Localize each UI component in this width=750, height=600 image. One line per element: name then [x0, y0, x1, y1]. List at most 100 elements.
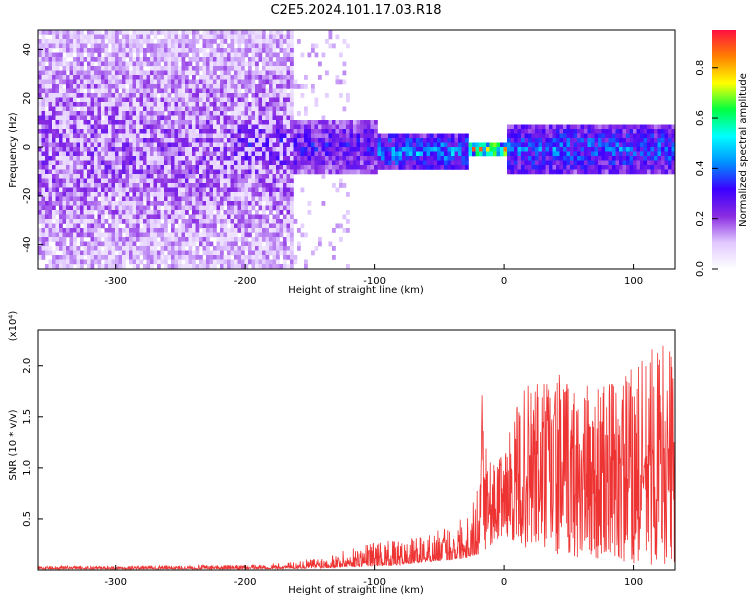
heatmap-cell — [258, 223, 263, 229]
heatmap-cell — [59, 93, 63, 98]
heatmap-cell — [111, 174, 116, 179]
heatmap-cell — [59, 223, 63, 229]
heatmap-cell — [626, 169, 630, 175]
heatmap-cell — [132, 39, 137, 44]
heatmap-cell — [290, 223, 294, 229]
heatmap-cell — [101, 102, 105, 107]
heatmap-cell — [62, 43, 67, 49]
heatmap-cell — [276, 264, 280, 269]
heatmap-cell — [136, 160, 140, 166]
heatmap-cell — [591, 160, 595, 166]
heatmap-cell — [594, 133, 599, 139]
heatmap-cell — [615, 124, 620, 130]
heatmap-cell — [129, 120, 133, 125]
heatmap-cell — [108, 39, 112, 44]
heatmap-cell — [157, 196, 161, 202]
heatmap-cell — [83, 97, 88, 103]
heatmap-cell — [241, 61, 245, 67]
heatmap-cell — [570, 142, 574, 148]
heatmap-cell — [552, 129, 557, 134]
heatmap-cell — [41, 102, 46, 107]
heatmap-cell — [66, 156, 70, 161]
heatmap-cell — [167, 183, 172, 188]
heatmap-cell — [48, 88, 53, 94]
heatmap-cell — [101, 66, 105, 71]
heatmap-cell — [272, 165, 277, 170]
heatmap-cell — [143, 196, 147, 202]
heatmap-cell — [269, 205, 273, 211]
heatmap-cell — [664, 160, 669, 166]
heatmap-cell — [206, 264, 210, 269]
heatmap-cell — [90, 34, 95, 40]
heatmap-cell — [115, 183, 119, 188]
heatmap-cell — [570, 169, 574, 175]
heatmap-cell — [213, 79, 217, 85]
heatmap-cell — [290, 142, 294, 148]
heatmap-cell — [332, 160, 336, 166]
heatmap-cell — [80, 97, 84, 103]
heatmap-cell — [52, 57, 56, 62]
heatmap-cell — [381, 165, 385, 170]
heatmap-cell — [230, 66, 235, 71]
heatmap-cell — [654, 147, 658, 152]
heatmap-cell — [279, 264, 284, 269]
heatmap-cell — [118, 219, 123, 224]
heatmap-cell — [559, 169, 564, 175]
heatmap-cell — [587, 124, 592, 130]
heatmap-cell — [353, 165, 357, 170]
heatmap-cell — [129, 88, 133, 94]
heatmap-cell — [220, 232, 224, 238]
heatmap-cell — [237, 48, 242, 53]
heatmap-cell — [101, 147, 105, 152]
heatmap-cell — [209, 138, 214, 143]
heatmap-cell — [332, 255, 336, 260]
heatmap-cell — [153, 174, 158, 179]
heatmap-cell — [202, 66, 207, 71]
heatmap-cell — [125, 219, 130, 224]
heatmap-cell — [118, 61, 123, 67]
heatmap-cell — [262, 205, 266, 211]
heatmap-cell — [73, 142, 77, 148]
heatmap-cell — [122, 151, 126, 157]
heatmap-cell — [195, 174, 200, 179]
heatmap-cell — [129, 214, 133, 220]
heatmap-cell — [174, 61, 179, 67]
heatmap-cell — [276, 237, 280, 242]
heatmap-cell — [664, 129, 669, 134]
heatmap-cell — [216, 237, 221, 242]
heatmap-cell — [87, 57, 91, 62]
heatmap-cell — [185, 223, 189, 229]
heatmap-cell — [195, 34, 200, 40]
heatmap-cell — [45, 169, 49, 175]
heatmap-cell — [283, 88, 287, 94]
heatmap-cell — [188, 205, 193, 211]
heatmap-cell — [45, 97, 49, 103]
heatmap-cell — [48, 223, 53, 229]
heatmap-cell — [332, 246, 336, 251]
heatmap-cell — [59, 129, 63, 134]
heatmap-cell — [314, 102, 319, 107]
heatmap-cell — [367, 142, 371, 148]
heatmap-cell — [304, 124, 308, 130]
heatmap-cell — [178, 43, 182, 49]
heatmap-cell — [307, 165, 312, 170]
heatmap-cell — [580, 133, 585, 139]
heatmap-cell — [584, 156, 588, 161]
heatmap-cell — [538, 165, 543, 170]
heatmap-cell — [206, 102, 210, 107]
heatmap-cell — [577, 160, 581, 166]
heatmap-cell — [178, 88, 182, 94]
heatmap-cell — [115, 223, 119, 229]
heatmap-cell — [83, 43, 88, 49]
heatmap-cell — [290, 183, 294, 188]
heatmap-cell — [419, 151, 424, 157]
heatmap-cell — [269, 156, 273, 161]
heatmap-cell — [311, 142, 315, 148]
heatmap-cell — [160, 70, 165, 76]
heatmap-cell — [269, 142, 273, 148]
heatmap-cell — [269, 70, 273, 76]
heatmap-cell — [468, 142, 473, 148]
heatmap-cell — [83, 111, 88, 116]
heatmap-cell — [41, 187, 46, 193]
heatmap-cell — [178, 165, 182, 170]
